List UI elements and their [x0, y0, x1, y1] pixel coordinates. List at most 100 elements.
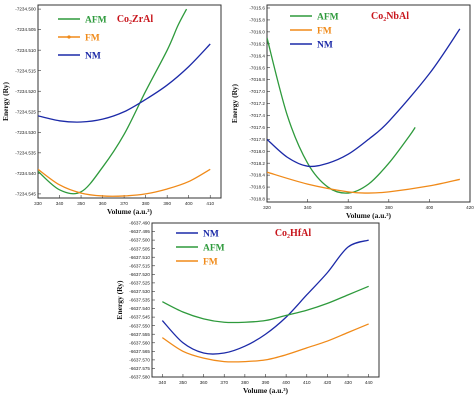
legend-label-afm: AFM — [85, 15, 107, 25]
y-tick-label: -6637.530 — [129, 289, 150, 294]
y-tick-label: -6637.550 — [129, 323, 150, 328]
series-line-afm — [162, 285, 369, 324]
y-tick-label: -7018.4 — [249, 173, 265, 178]
series-line-afm — [267, 37, 416, 194]
series-line-fm — [161, 323, 369, 363]
x-axis-label: Volume (a.u.³) — [107, 207, 153, 216]
y-tick-label: -6637.535 — [129, 298, 150, 303]
y-tick-label: -7016.4 — [249, 53, 265, 58]
y-tick-label: -7234.520 — [15, 89, 36, 94]
x-tick-label: 440 — [365, 380, 373, 385]
chart-panel-3: 340 350 360 370 380 390 400 410 420 430 440 -6637.4… — [115, 221, 380, 395]
chart-panel-2: 320 340 360 380 400 420 -7015.6 -7015.8 -7016.0 -… — [230, 4, 474, 220]
y-tick-label: -7017.0 — [249, 89, 265, 94]
y-tick-label: -7016.8 — [249, 77, 265, 82]
y-tick-label: -6637.555 — [129, 332, 150, 337]
legend-label-fm: FM — [85, 33, 100, 43]
y-tick-label: -7234.525 — [15, 109, 36, 114]
legend-label-nm: NM — [317, 40, 333, 50]
y-tick-label: -6637.495 — [129, 229, 150, 234]
series-line-nm — [38, 43, 211, 123]
x-tick-label: 420 — [324, 380, 332, 385]
panel-title: Co₂HfAl — [275, 228, 312, 239]
x-tick-label: 380 — [241, 380, 249, 385]
y-axis-label: Energy (Ry) — [115, 280, 124, 320]
x-tick-label: 420 — [466, 205, 474, 210]
y-tick-label: -6637.570 — [129, 357, 150, 362]
x-tick-label: 320 — [263, 205, 271, 210]
x-tick-label: 330 — [34, 201, 42, 206]
y-axis-label: Energy (Ry) — [1, 81, 10, 121]
y-tick-label: -6637.490 — [129, 221, 150, 226]
x-tick-label: 370 — [120, 201, 128, 206]
y-tick-label: -7017.8 — [249, 137, 265, 142]
y-tick-label: -7234.500 — [15, 7, 36, 12]
y-tick-label: -7018.0 — [249, 149, 265, 154]
legend-label-afm: AFM — [317, 12, 339, 22]
x-tick-label: 430 — [344, 380, 352, 385]
y-tick-label: -7016.6 — [249, 65, 265, 70]
x-tick-label: 340 — [304, 205, 312, 210]
y-tick-label: -7017.4 — [249, 113, 265, 118]
x-tick-label: 400 — [185, 201, 193, 206]
x-tick-label: 350 — [77, 201, 85, 206]
y-tick-label: -7234.505 — [15, 27, 36, 32]
y-tick-label: -7234.510 — [15, 48, 36, 53]
y-tick-label: -7234.545 — [15, 191, 36, 196]
y-tick-label: -7234.540 — [15, 171, 36, 176]
y-tick-label: -6637.575 — [129, 366, 150, 371]
y-tick-label: -6637.580 — [129, 375, 150, 380]
y-tick-label: -6637.505 — [129, 246, 150, 251]
y-tick-label: -6637.500 — [129, 238, 150, 243]
y-tick-label: -7016.2 — [249, 41, 265, 46]
plot-frame — [37, 4, 222, 199]
x-tick-label: 370 — [220, 380, 228, 385]
y-tick-label: -6637.545 — [129, 315, 150, 320]
plot-frame — [266, 4, 471, 203]
panel-title: Co₂NbAl — [371, 11, 409, 22]
y-tick-label: -7018.6 — [249, 185, 265, 190]
x-tick-label: 380 — [385, 205, 393, 210]
x-tick-label: 340 — [158, 380, 166, 385]
x-tick-label: 410 — [206, 201, 214, 206]
x-tick-label: 360 — [99, 201, 107, 206]
x-tick-label: 400 — [282, 380, 290, 385]
y-tick-label: -6637.560 — [129, 340, 150, 345]
y-tick-label: -6637.565 — [129, 349, 150, 354]
x-tick-label: 390 — [262, 380, 270, 385]
y-tick-label: -7015.6 — [249, 6, 265, 11]
y-tick-label: -6637.540 — [129, 306, 150, 311]
series-line-nm — [161, 239, 369, 355]
x-tick-label: 340 — [56, 201, 64, 206]
y-tick-label: -6637.525 — [129, 280, 150, 285]
chart-panel-1: 330 340 350 360 370 380 390 400 410 -7234.500 -723… — [1, 4, 222, 216]
legend-label-fm: FM — [317, 26, 332, 36]
y-tick-label: -7017.6 — [249, 125, 265, 130]
x-axis-label: Volume (a.u.³) — [346, 211, 392, 220]
y-tick-label: -7234.535 — [15, 150, 36, 155]
legend-label-afm: AFM — [203, 243, 225, 253]
x-tick-label: 380 — [142, 201, 150, 206]
x-axis-label: Volume (a.u.³) — [243, 386, 289, 395]
series-line-afm — [38, 8, 188, 195]
x-tick-label: 390 — [163, 201, 171, 206]
y-tick-label: -6637.510 — [129, 255, 150, 260]
x-tick-label: 360 — [344, 205, 352, 210]
legend-label-nm: NM — [85, 51, 101, 61]
y-tick-label: -7234.530 — [15, 130, 36, 135]
y-tick-label: -6637.520 — [129, 272, 150, 277]
panel-title: Co₂ZrAl — [117, 14, 154, 25]
y-tick-label: -7016.0 — [249, 29, 265, 34]
legend-marker-fm — [67, 35, 71, 39]
y-axis-label: Energy (Ry) — [230, 83, 239, 123]
legend-label-fm: FM — [203, 257, 218, 267]
y-tick-label: -7015.8 — [249, 18, 265, 23]
y-tick-label: -7018.8 — [249, 197, 265, 202]
series-line-fm — [38, 168, 211, 197]
series-line-fm — [267, 171, 460, 194]
x-tick-label: 410 — [303, 380, 311, 385]
x-tick-label: 350 — [179, 380, 187, 385]
y-tick-label: -7017.2 — [249, 101, 265, 106]
plot-frame — [151, 222, 380, 378]
